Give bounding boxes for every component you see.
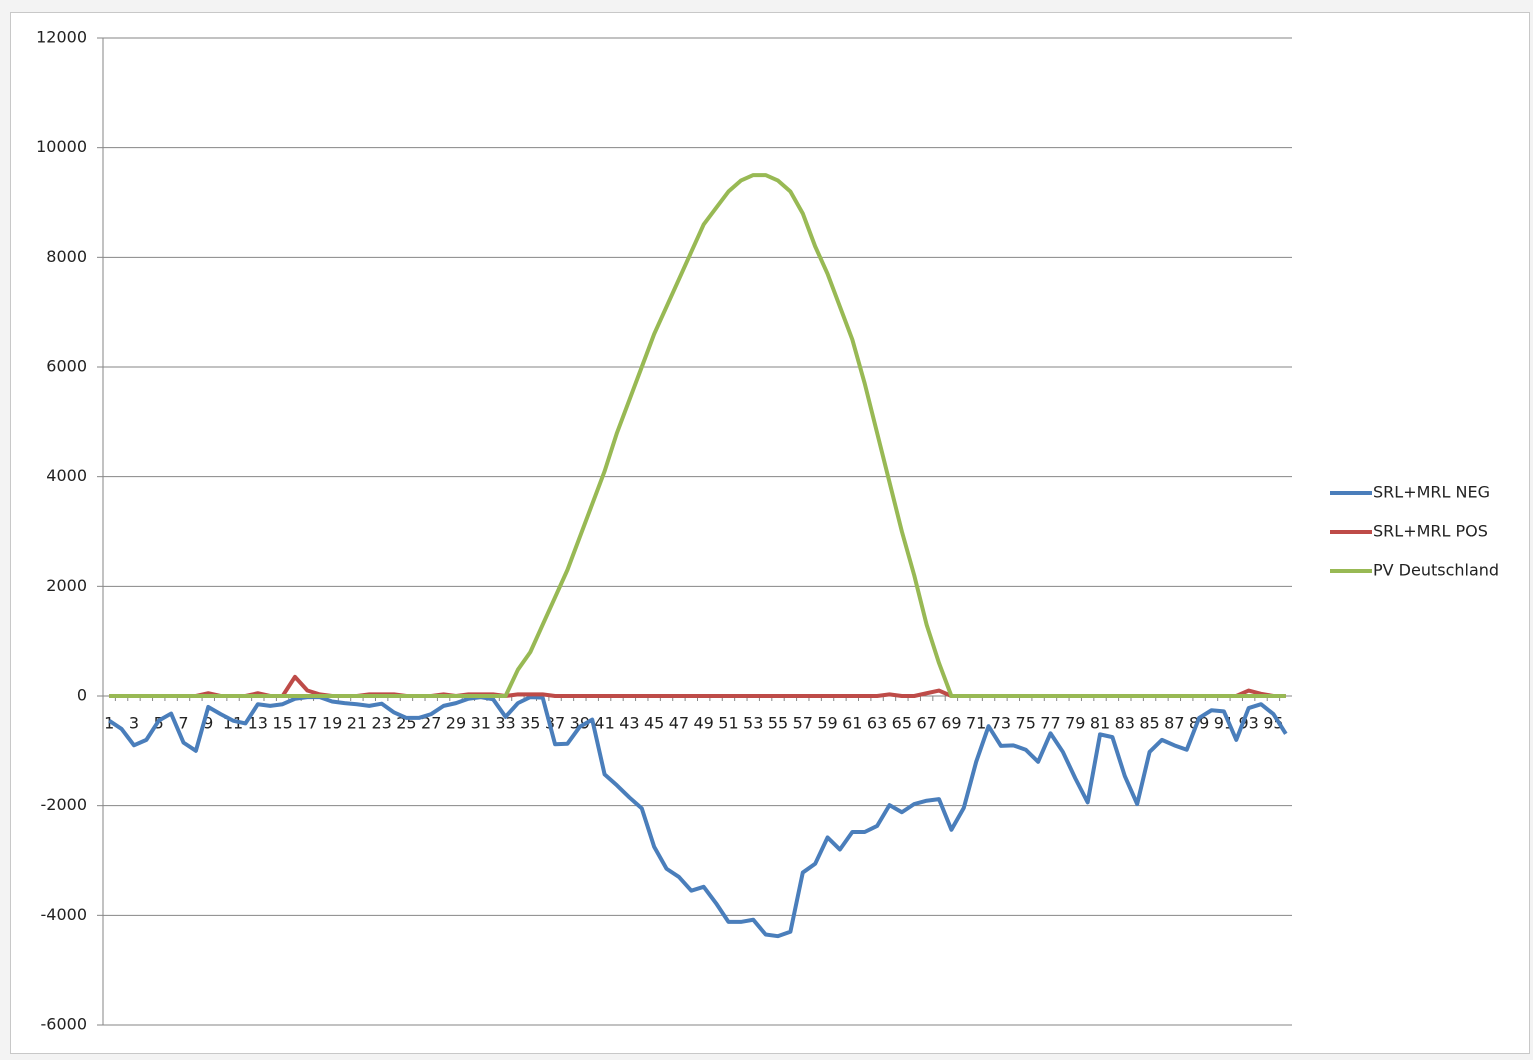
series-line (109, 674, 1286, 698)
x-tick-label: 79 (1065, 714, 1085, 733)
y-tick-label: 0 (77, 686, 87, 705)
x-tick-label: 59 (817, 714, 837, 733)
legend-label: PV Deutschland (1373, 561, 1499, 580)
x-tick-label: 9 (203, 714, 213, 733)
x-tick-label: 13 (248, 714, 268, 733)
y-tick-label: 10000 (36, 137, 87, 156)
x-tick-label: 53 (743, 714, 763, 733)
y-tick-label: 6000 (46, 357, 87, 376)
x-tick-label: 33 (495, 714, 515, 733)
series-line (108, 695, 1288, 939)
x-tick-label: 35 (520, 714, 540, 733)
x-tick-label: 69 (941, 714, 961, 733)
x-tick-label: 43 (619, 714, 639, 733)
y-tick-label: 12000 (36, 28, 87, 47)
x-tick-label: 45 (644, 714, 664, 733)
chart-frame (10, 12, 1530, 1054)
x-tick-label: 61 (842, 714, 862, 733)
x-tick-label: 15 (272, 714, 292, 733)
x-tick-label: 7 (178, 714, 188, 733)
x-tick-label: 67 (916, 714, 936, 733)
x-tick-label: 41 (594, 714, 614, 733)
x-tick-label: 57 (793, 714, 813, 733)
y-tick-label: -2000 (41, 795, 88, 814)
x-tick-label: 85 (1139, 714, 1159, 733)
x-tick-label: 27 (421, 714, 441, 733)
y-tick-label: 2000 (46, 576, 87, 595)
x-tick-label: 87 (1164, 714, 1184, 733)
x-tick-label: 95 (1263, 714, 1283, 733)
x-tick-label: 17 (297, 714, 317, 733)
legend-label: SRL+MRL NEG (1373, 483, 1490, 502)
series-line (109, 173, 1286, 698)
x-tick-label: 55 (768, 714, 788, 733)
x-tick-label: 51 (718, 714, 738, 733)
x-tick-label: 31 (471, 714, 491, 733)
x-tick-label: 81 (1090, 714, 1110, 733)
y-tick-label: 4000 (46, 466, 87, 485)
x-tick-label: 75 (1016, 714, 1036, 733)
x-tick-label: 19 (322, 714, 342, 733)
x-tick-label: 63 (867, 714, 887, 733)
x-tick-label: 39 (570, 714, 590, 733)
y-tick-label: -4000 (41, 905, 88, 924)
y-tick-label: 8000 (46, 247, 87, 266)
legend-label: SRL+MRL POS (1373, 522, 1488, 541)
y-tick-label: -6000 (41, 1015, 88, 1034)
x-tick-label: 21 (347, 714, 367, 733)
x-tick-label: 29 (446, 714, 466, 733)
x-tick-label: 77 (1040, 714, 1060, 733)
x-tick-label: 65 (892, 714, 912, 733)
x-tick-label: 71 (966, 714, 986, 733)
x-tick-label: 73 (991, 714, 1011, 733)
x-tick-label: 47 (669, 714, 689, 733)
x-tick-label: 23 (371, 714, 391, 733)
x-tick-label: 49 (694, 714, 714, 733)
x-tick-label: 83 (1115, 714, 1135, 733)
x-tick-label: 3 (129, 714, 139, 733)
